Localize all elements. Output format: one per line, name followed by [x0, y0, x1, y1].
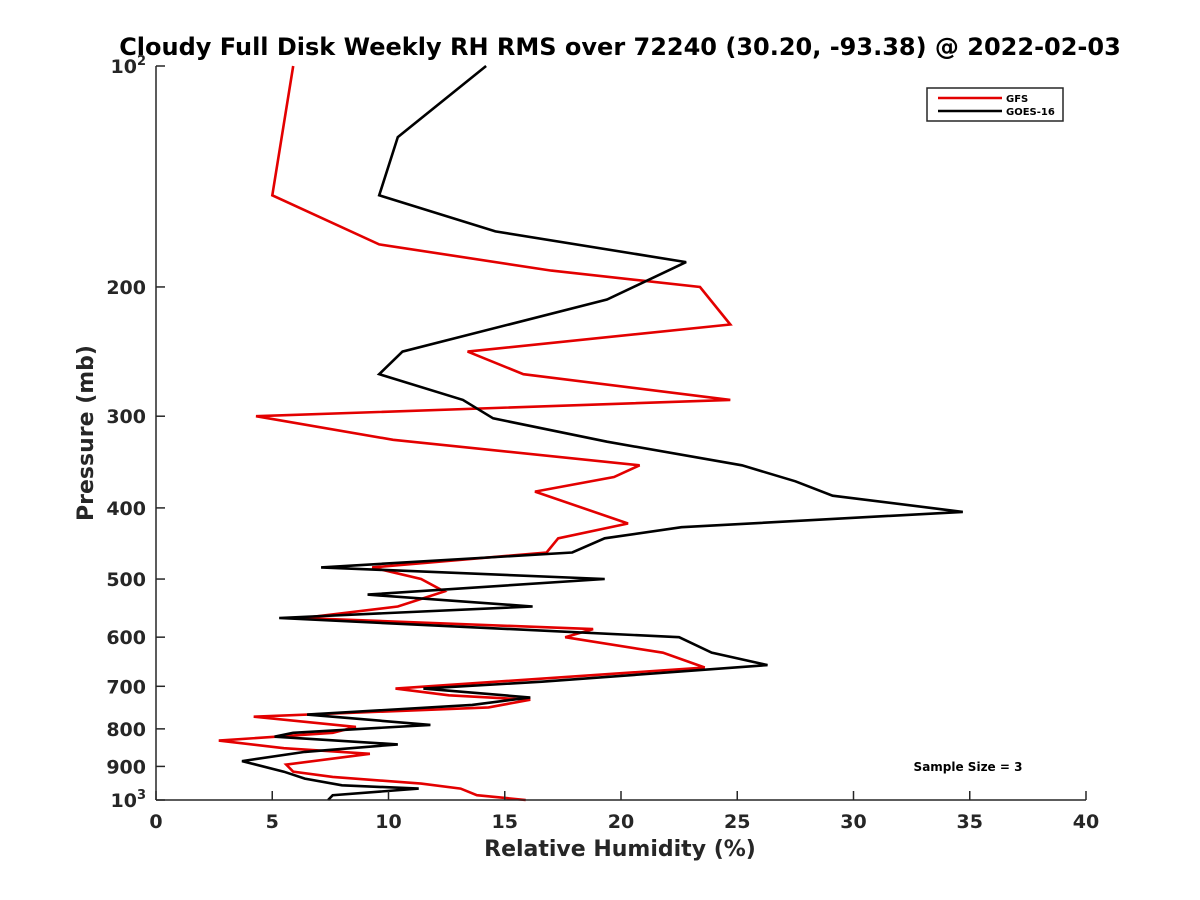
x-tick-label: 35	[957, 811, 983, 833]
x-tick-label: 0	[149, 811, 162, 833]
series-line-gfs	[218, 65, 733, 802]
x-tick-label: 20	[608, 811, 634, 833]
y-axis-label: Pressure (mb)	[74, 345, 99, 521]
y-tick-label: 900	[106, 756, 146, 778]
y-tick-label: 600	[106, 627, 146, 649]
y-tick-label: 700	[106, 676, 146, 698]
y-tick-label: 400	[106, 498, 146, 520]
axes	[155, 66, 1086, 801]
series-line-goes16	[241, 64, 963, 801]
plot-lines	[218, 64, 963, 802]
x-tick-label: 15	[492, 811, 518, 833]
legend-label-goes16: GOES-16	[1006, 107, 1055, 118]
x-tick-label: 5	[266, 811, 279, 833]
y-tick-label: 102	[111, 54, 147, 78]
sample-size-annotation: Sample Size = 3	[914, 760, 1023, 774]
legend-box	[926, 87, 1064, 122]
chart-title: Cloudy Full Disk Weekly RH RMS over 7224…	[119, 33, 1121, 61]
y-axis-ticks: 102 200 300 400 500 600 700 800 900 103	[106, 54, 165, 812]
y-tick-label: 500	[106, 569, 146, 591]
y-tick-label: 800	[106, 719, 146, 741]
legend: GFS GOES-16	[926, 87, 1064, 122]
x-tick-label: 10	[375, 811, 401, 833]
x-tick-label: 30	[840, 811, 866, 833]
y-tick-label: 300	[106, 406, 146, 428]
y-tick-label: 200	[106, 277, 146, 299]
x-tick-label: 40	[1073, 811, 1099, 833]
x-axis-ticks: 0 5 10 15 20 25 30 35 40	[149, 791, 1099, 833]
x-axis-label: Relative Humidity (%)	[484, 837, 756, 862]
x-tick-label: 25	[724, 811, 750, 833]
legend-label-gfs: GFS	[1006, 94, 1028, 105]
y-tick-label: 103	[111, 788, 147, 812]
